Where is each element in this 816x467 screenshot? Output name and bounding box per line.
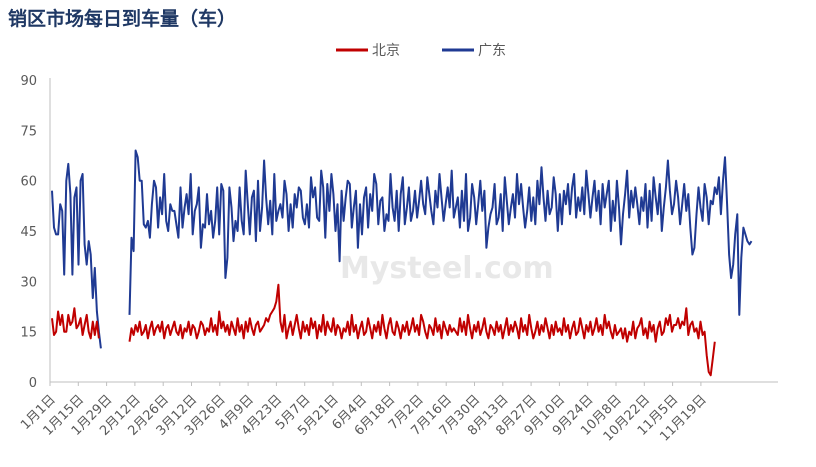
series-line-beijing-segment-1 <box>51 307 100 340</box>
series-line-guangdong-segment-1 <box>51 162 102 349</box>
series-layer <box>51 149 753 377</box>
series-line-guangdong-segment-2 <box>128 149 753 316</box>
y-tick-label: 0 <box>29 376 37 391</box>
legend-label-beijing: 北京 <box>372 43 400 59</box>
legend-label-guangdong: 广东 <box>478 43 506 59</box>
y-tick-label: 90 <box>20 74 37 89</box>
y-tick-label: 15 <box>20 326 37 341</box>
series-guangdong <box>51 149 753 349</box>
y-tick-label: 75 <box>20 124 37 139</box>
series-beijing <box>51 283 716 377</box>
y-tick-label: 60 <box>20 175 37 190</box>
series-line-beijing-segment-2 <box>128 283 716 377</box>
y-tick-label: 30 <box>20 275 37 290</box>
legend: 北京 广东 <box>336 43 506 59</box>
watermark: Mysteel.com <box>340 251 554 286</box>
chart-title: 销区市场每日到车量（车） <box>8 8 237 30</box>
watermark-text: Mysteel.com <box>340 251 554 286</box>
y-tick-label: 45 <box>20 225 37 240</box>
